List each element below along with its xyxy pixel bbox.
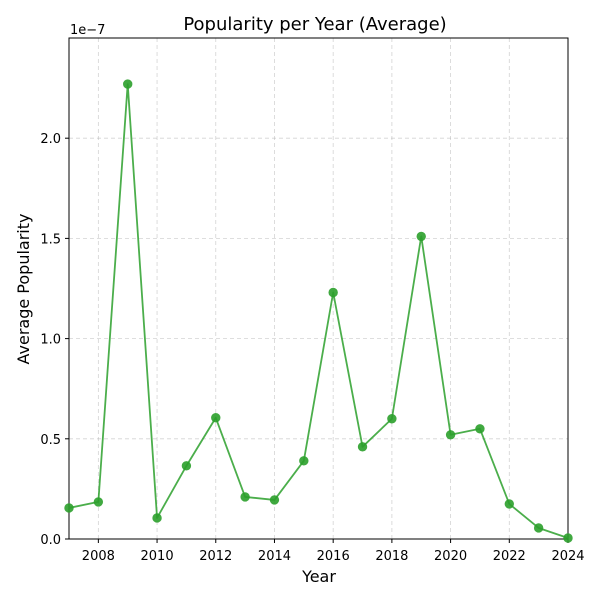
x-tick-label: 2010 [141,549,174,564]
x-tick-label: 2012 [199,549,232,564]
y-tick-label: 0.5 [40,433,61,448]
y-tick-label: 2.0 [40,132,61,147]
y-axis-scale-label: 1e−7 [70,23,105,38]
data-point [328,287,338,298]
data-point [93,497,104,507]
data-point [563,533,573,543]
x-axis-label: Year [301,567,336,586]
data-point [475,424,485,434]
x-tick-label: 2022 [493,549,526,564]
plot-frame [68,37,569,540]
y-tick-label: 1.0 [40,333,61,348]
data-point [299,456,309,466]
data-point [387,414,397,424]
data-point [123,79,133,89]
x-tick-label: 2016 [317,549,350,564]
data-point [64,503,74,513]
data-point [357,442,368,452]
data-point [416,231,426,242]
data-point [240,492,250,502]
x-tick-label: 2018 [375,549,408,564]
x-tick-label: 2014 [258,549,291,564]
data-point [445,430,456,440]
data-point [269,495,280,505]
series-layer [64,79,573,543]
axes: 2008 2010 2012 2014 2016 2018 2020 2022 2024 0.0 0… [40,37,585,564]
data-point [152,513,162,523]
data-point [211,413,221,423]
x-tick-label: 2008 [82,549,115,564]
x-tick-label: 2024 [551,549,584,564]
data-point [504,499,514,509]
x-tick-label: 2020 [434,549,467,564]
data-point [533,523,544,533]
series-line [68,83,569,539]
y-tick-label: 0.0 [40,533,61,548]
data-point [181,461,192,471]
y-tick-label: 1.5 [40,232,61,247]
chart-title: Popularity per Year (Average) [183,14,446,35]
y-axis-label: Average Popularity [14,214,33,365]
